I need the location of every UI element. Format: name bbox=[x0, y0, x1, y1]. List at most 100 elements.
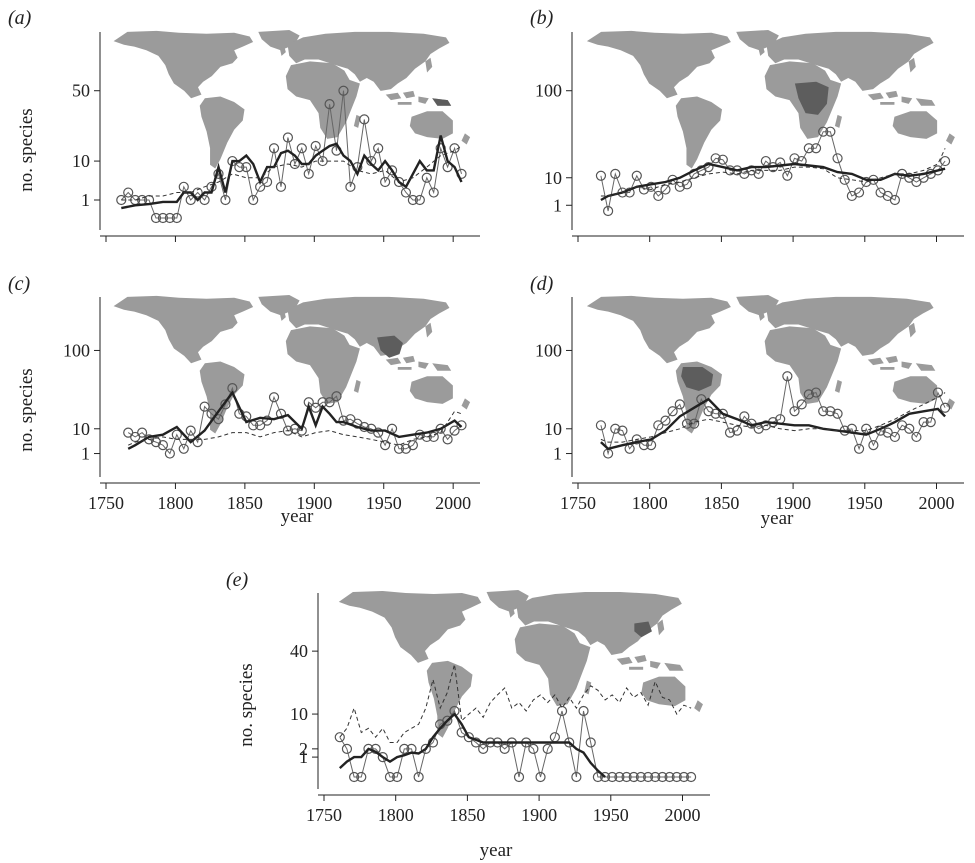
y-tick-label: 50 bbox=[72, 81, 90, 101]
data-point bbox=[571, 771, 582, 783]
highlight-region bbox=[377, 335, 403, 358]
data-point bbox=[268, 143, 280, 154]
data-point bbox=[717, 408, 728, 419]
series-dashed bbox=[339, 664, 692, 743]
data-point bbox=[413, 771, 424, 783]
panel-b: 1 10 100 (b) bbox=[530, 7, 964, 242]
y-tick-label: 1 bbox=[81, 444, 90, 464]
data-point bbox=[356, 771, 367, 783]
x-tick-label: 1800 bbox=[157, 493, 193, 513]
y-tick-label: 1 bbox=[81, 190, 90, 210]
data-point bbox=[710, 153, 721, 164]
x-tick-label: 1950 bbox=[593, 805, 629, 825]
x-tick-label: 1850 bbox=[703, 493, 739, 513]
data-point bbox=[324, 397, 335, 408]
data-point bbox=[499, 743, 510, 754]
data-point bbox=[803, 143, 814, 154]
data-point bbox=[861, 176, 872, 188]
data-point bbox=[889, 431, 901, 443]
y-tick-label: 10 bbox=[544, 419, 562, 439]
data-point bbox=[420, 743, 431, 754]
panel-label: (b) bbox=[530, 7, 554, 29]
data-point bbox=[261, 176, 273, 188]
data-point bbox=[164, 448, 175, 459]
highlight-region bbox=[432, 98, 452, 106]
data-point bbox=[832, 408, 843, 419]
data-point bbox=[653, 190, 664, 202]
data-point bbox=[911, 431, 922, 443]
data-point bbox=[386, 165, 398, 176]
data-point bbox=[248, 194, 259, 206]
x-tick-label: 1850 bbox=[227, 493, 263, 513]
data-point bbox=[803, 389, 814, 400]
data-point bbox=[157, 212, 169, 224]
y-axis-label: no. species bbox=[16, 368, 37, 451]
y-tick-label: 10 bbox=[72, 419, 90, 439]
x-tick-label: 1950 bbox=[366, 493, 402, 513]
data-point bbox=[373, 143, 384, 154]
data-point bbox=[310, 140, 321, 152]
data-point bbox=[753, 168, 764, 180]
data-point bbox=[810, 143, 822, 154]
data-point bbox=[674, 181, 685, 192]
data-point bbox=[442, 434, 453, 445]
y-tick-label: 10 bbox=[290, 704, 308, 724]
data-point bbox=[678, 771, 690, 783]
world-map-b bbox=[586, 30, 955, 169]
data-point bbox=[137, 427, 148, 438]
x-tick-label: 2000 bbox=[918, 493, 954, 513]
data-point bbox=[442, 715, 453, 726]
data-point bbox=[463, 732, 474, 743]
data-point bbox=[513, 771, 525, 783]
data-point bbox=[681, 179, 693, 190]
data-point bbox=[631, 434, 642, 445]
x-tick-label: 1950 bbox=[847, 493, 883, 513]
data-point bbox=[839, 174, 850, 185]
y-tick-label: 2 bbox=[299, 739, 308, 759]
x-tick-label: 2000 bbox=[435, 493, 471, 513]
data-point bbox=[359, 114, 370, 125]
series-circles-line bbox=[339, 709, 692, 778]
data-point bbox=[192, 187, 203, 198]
x-axis-label: year bbox=[761, 508, 794, 529]
data-point bbox=[303, 168, 314, 180]
data-point bbox=[407, 194, 418, 206]
data-point bbox=[407, 440, 418, 451]
data-point bbox=[710, 408, 721, 419]
data-point bbox=[171, 212, 182, 224]
data-point bbox=[868, 440, 879, 451]
data-point bbox=[282, 132, 294, 143]
data-point bbox=[331, 391, 342, 402]
x-axis-label: year bbox=[281, 506, 314, 527]
data-point bbox=[528, 743, 539, 754]
data-point bbox=[150, 212, 162, 224]
data-point bbox=[199, 401, 210, 412]
data-point bbox=[345, 181, 356, 192]
data-point bbox=[585, 737, 596, 748]
y-tick-label: 100 bbox=[535, 81, 562, 101]
x-tick-label: 1900 bbox=[296, 493, 332, 513]
data-point bbox=[478, 743, 489, 754]
data-point bbox=[324, 99, 335, 110]
x-tick-label: 1750 bbox=[306, 805, 342, 825]
data-point bbox=[392, 771, 403, 783]
data-point bbox=[338, 85, 349, 96]
data-point bbox=[603, 205, 614, 217]
series-dashed bbox=[600, 392, 946, 443]
series-circles-line bbox=[120, 90, 462, 219]
data-point bbox=[199, 194, 210, 206]
data-point bbox=[853, 187, 865, 198]
data-point bbox=[373, 427, 384, 438]
y-axis-label: no. species bbox=[16, 108, 37, 191]
data-point bbox=[685, 771, 697, 783]
data-point bbox=[380, 176, 391, 188]
data-point bbox=[717, 154, 728, 165]
panel-label: (e) bbox=[226, 569, 249, 591]
data-point bbox=[660, 415, 671, 426]
data-point bbox=[399, 743, 410, 754]
data-point bbox=[732, 425, 743, 436]
x-tick-label: 1850 bbox=[449, 805, 485, 825]
data-point bbox=[380, 440, 391, 451]
data-point bbox=[904, 423, 915, 434]
data-point bbox=[610, 168, 621, 180]
